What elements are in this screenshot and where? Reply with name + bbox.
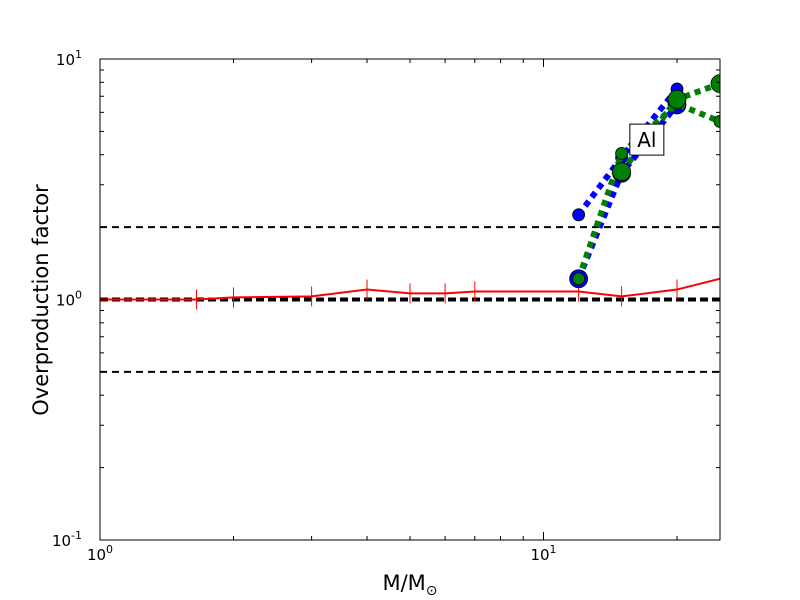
data-point xyxy=(612,162,632,182)
x-axis-title: M/M⊙ xyxy=(382,571,437,599)
y-tick-label: 100 xyxy=(56,289,82,310)
data-point xyxy=(572,272,586,286)
x-tick-label-exponent: 0 xyxy=(106,543,113,556)
y-tick-label-exponent: 0 xyxy=(75,289,82,302)
y-tick-label-exponent: -1 xyxy=(71,529,82,542)
series-4 xyxy=(612,74,720,182)
y-tick-label-base: 10 xyxy=(56,292,75,310)
data-point xyxy=(713,115,720,128)
data-point xyxy=(572,208,586,222)
x-tick-label: 100 xyxy=(87,543,113,564)
x-tick-label: 101 xyxy=(530,543,556,564)
y-tick-label-base: 10 xyxy=(56,51,75,69)
y-tick-label-exponent: 1 xyxy=(75,48,82,61)
data-point xyxy=(710,74,720,94)
series-layer xyxy=(100,74,720,310)
x-tick-label-exponent: 1 xyxy=(550,543,557,556)
x-axis-title-subscript: ⊙ xyxy=(426,583,438,599)
y-tick-label: 10-1 xyxy=(52,529,82,550)
series-line xyxy=(100,277,720,301)
y-axis-title: Overproduction factor xyxy=(29,184,53,416)
x-axis-title-main: M/M xyxy=(382,571,425,595)
y-tick-label: 101 xyxy=(56,48,82,69)
data-point xyxy=(615,147,629,160)
annotation-label: Al xyxy=(637,128,656,152)
annotations-layer: Al xyxy=(629,123,665,156)
x-tick-label-base: 10 xyxy=(530,546,549,564)
x-tick-label-base: 10 xyxy=(87,546,106,564)
y-tick-label-base: 10 xyxy=(52,532,71,550)
annotation-box xyxy=(629,123,665,156)
data-point xyxy=(667,89,687,109)
annotation: Al xyxy=(629,123,665,156)
